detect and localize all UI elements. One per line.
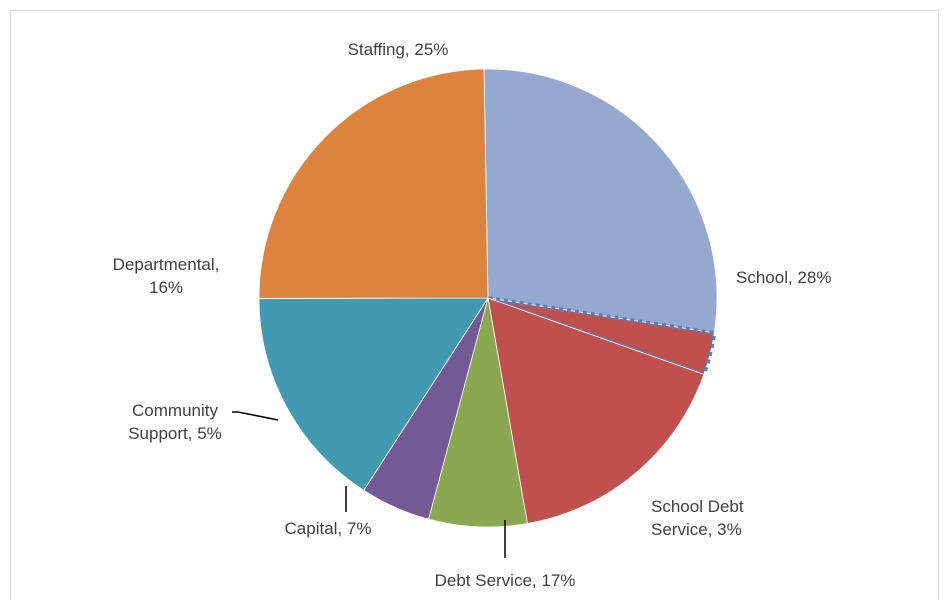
slice-debt-service [487,297,705,525]
leader-community-support [232,411,279,421]
label-line: Staffing, 25% [348,40,449,59]
label-line: Departmental, [113,255,220,274]
label-line: School, 28% [736,268,831,287]
label-community-support: Community Support, 5% [128,401,222,443]
label-line: Capital, 7% [285,519,372,538]
label-line: 16% [149,278,183,297]
label-line: Service, 3% [651,520,742,539]
pie-slices [258,68,718,528]
chart-frame [10,10,939,600]
label-line: Community [132,401,218,420]
data-labels: School, 28% School Debt Service, 3% Debt Se… [113,40,832,590]
slice-departmental [258,297,489,491]
label-departmental: Departmental, 16% [113,255,220,297]
label-staffing: Staffing, 25% [348,40,449,59]
label-line: School Debt [651,497,744,516]
label-school-debt-service: School Debt Service, 3% [651,497,744,539]
leader-lines [232,411,506,558]
label-debt-service: Debt Service, 17% [435,571,576,590]
slice-school [483,68,718,334]
label-capital: Capital, 7% [285,519,372,538]
label-line: Debt Service, 17% [435,571,576,590]
label-line: Support, 5% [128,424,222,443]
label-school: School, 28% [736,268,831,287]
slice-staffing [258,68,489,299]
slice-border-school-debt-service [487,296,717,377]
